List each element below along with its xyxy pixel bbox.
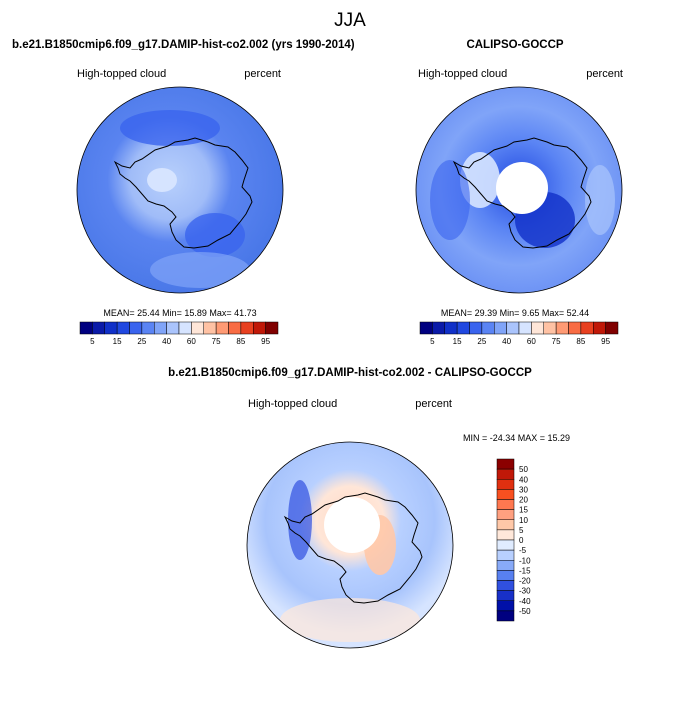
colorbar-box	[141, 321, 155, 335]
colorbar-box	[580, 321, 594, 335]
colorbar-box	[253, 321, 266, 335]
colorbar-box	[496, 499, 515, 510]
colorbar-box	[129, 321, 143, 335]
stats: MEAN= 25.44 Min= 15.89 Max= 41.73	[103, 308, 256, 318]
colorbar-box	[215, 321, 229, 335]
colorbar-box	[419, 321, 433, 335]
figure-title: JJA	[334, 10, 366, 31]
colorbar-box	[496, 458, 515, 470]
colorbar-box	[605, 321, 619, 335]
colorbar-box	[593, 321, 606, 335]
colorbar-box	[496, 479, 515, 490]
colorbar-label: 5	[519, 526, 524, 535]
variable-label: High-topped cloud	[248, 398, 337, 410]
colorbar-label: 10	[519, 516, 528, 525]
units-label: percent	[586, 68, 623, 80]
colorbar-box	[531, 321, 544, 335]
colorbar-box	[494, 321, 507, 335]
colorbar-box	[496, 519, 515, 531]
colorbar-box	[116, 321, 130, 335]
colorbar-label: 50	[519, 465, 528, 474]
colorbar-box	[518, 321, 532, 335]
colorbar-box	[496, 560, 515, 571]
colorbar-box	[265, 321, 279, 335]
colorbar-label: 40	[502, 337, 511, 346]
colorbar-box	[496, 529, 515, 541]
colorbar-box	[203, 321, 217, 335]
colorbar: 5 15 25 40 60 75 85 95	[419, 321, 619, 346]
colorbar-label: 5	[430, 337, 435, 346]
units-label: percent	[415, 398, 452, 410]
colorbar-box	[496, 610, 515, 622]
colorbar-box	[240, 321, 254, 335]
colorbar: 5 15 25 40 60 75 85 95	[79, 321, 279, 346]
colorbar-label: 0	[519, 536, 524, 545]
colorbar-label: 20	[519, 496, 528, 505]
colorbar-label: 60	[527, 337, 536, 346]
colorbar-box	[154, 321, 167, 335]
colorbar-label: -50	[519, 607, 531, 616]
colorbar-box	[555, 321, 569, 335]
colorbar-box	[456, 321, 470, 335]
colorbar-label: 30	[519, 485, 528, 494]
panel-title: CALIPSO-GOCCP	[466, 39, 563, 51]
colorbar-label: 5	[90, 337, 95, 346]
colorbar-label: 15	[453, 337, 462, 346]
colorbar-label: -30	[519, 587, 531, 596]
variable-label: High-topped cloud	[77, 68, 166, 80]
colorbar-label: 85	[236, 337, 245, 346]
colorbar-box	[191, 321, 204, 335]
colorbar-box	[79, 321, 93, 335]
colorbar-box	[496, 590, 515, 601]
colorbar-box	[568, 321, 582, 335]
colorbar-box	[432, 321, 445, 335]
stats: MEAN= 29.39 Min= 9.65 Max= 52.44	[441, 308, 589, 318]
colorbar-box	[496, 549, 515, 561]
panel-title: b.e21.B1850cmip6.f09_g17.DAMIP-hist-co2.…	[168, 367, 532, 379]
colorbar-box	[92, 321, 105, 335]
map	[77, 87, 283, 293]
colorbar-box	[104, 321, 118, 335]
colorbar-label: 75	[212, 337, 221, 346]
units-label: percent	[244, 68, 281, 80]
colorbar-box	[166, 321, 180, 335]
colorbar-label: 25	[477, 337, 486, 346]
colorbar-box	[469, 321, 483, 335]
colorbar-box	[496, 468, 515, 480]
colorbar-label: 15	[519, 506, 528, 515]
colorbar-label: 60	[187, 337, 196, 346]
colorbar-label: 95	[261, 337, 270, 346]
colorbar-box	[178, 321, 192, 335]
colorbar-box	[481, 321, 495, 335]
colorbar-label: -40	[519, 597, 531, 606]
stats: MIN = -24.34 MAX = 15.29	[463, 433, 570, 443]
colorbar-box	[228, 321, 242, 335]
colorbar-box	[496, 600, 515, 612]
colorbar-label: 15	[113, 337, 122, 346]
colorbar-box	[543, 321, 557, 335]
colorbar-label: -10	[519, 556, 531, 565]
colorbar-label: 95	[601, 337, 610, 346]
colorbar-label: -15	[519, 566, 531, 575]
panel-title: b.e21.B1850cmip6.f09_g17.DAMIP-hist-co2.…	[12, 39, 355, 51]
colorbar-box	[496, 489, 515, 500]
colorbar-box	[496, 539, 515, 551]
colorbar-label: -5	[519, 546, 527, 555]
colorbar-label: 85	[576, 337, 585, 346]
colorbar-label: 25	[137, 337, 146, 346]
colorbar-box	[496, 509, 515, 520]
colorbar-label: 40	[519, 475, 528, 484]
colorbar-label: 40	[162, 337, 171, 346]
colorbar-label: 75	[552, 337, 561, 346]
colorbar-box	[444, 321, 458, 335]
variable-label: High-topped cloud	[418, 68, 507, 80]
colorbar-box	[496, 570, 515, 581]
colorbar-box	[496, 580, 515, 591]
map	[416, 87, 622, 293]
colorbar-box	[506, 321, 520, 335]
colorbar-label: -20	[519, 577, 531, 586]
